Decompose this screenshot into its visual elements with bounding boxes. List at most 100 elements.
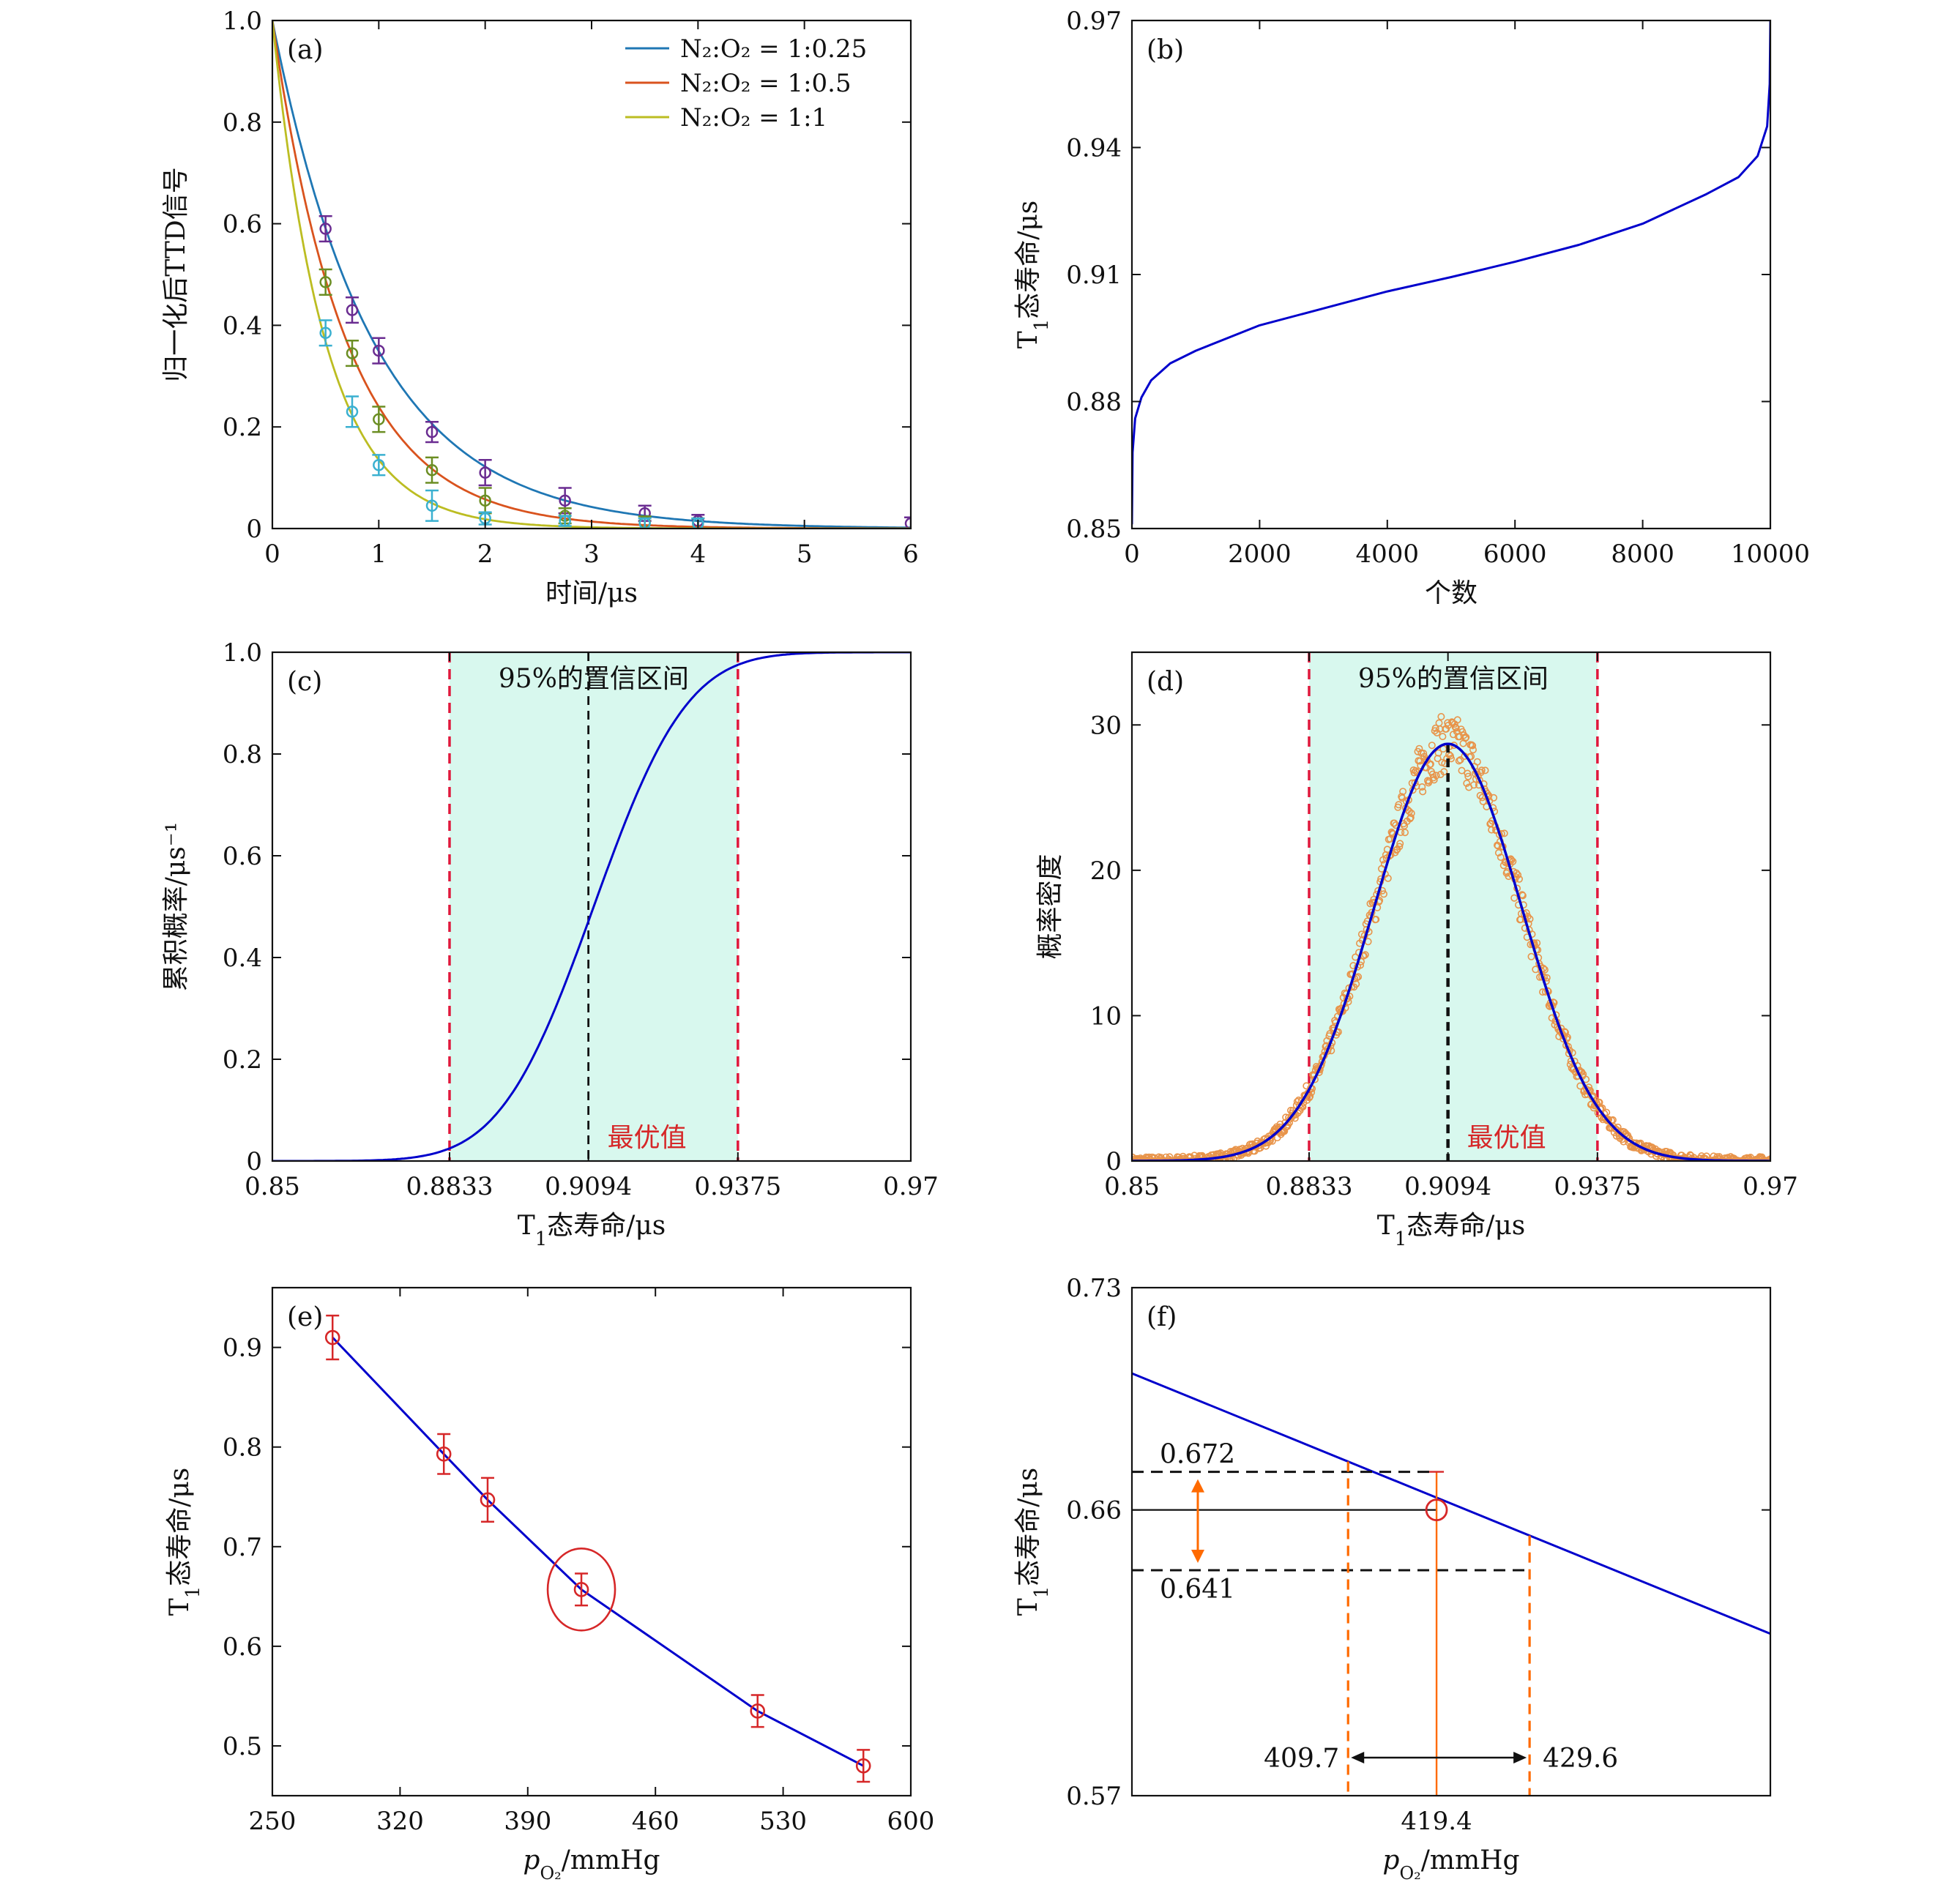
density-sample-point — [1303, 1082, 1311, 1090]
x-axis-label: T1态寿命/μs — [1377, 1211, 1526, 1250]
data-point — [346, 304, 359, 316]
density-sample-point — [1390, 819, 1398, 827]
panel-f: 0.57 0.66 0.73 (f) 0.672 0.641 409.7 429.6 419.4… — [1013, 1274, 1772, 1884]
y-tick-label: 20 — [1090, 856, 1122, 886]
data-point — [559, 515, 571, 527]
density-sample-point — [1519, 892, 1527, 900]
density-sample-point — [1380, 890, 1388, 898]
density-sample-point — [1453, 716, 1461, 724]
panel-c: 0.85 0.8833 0.9094 0.9375 0.97 0 0.2 0.4 0.6 0.8 1… — [161, 638, 939, 1250]
density-sample-point — [1473, 758, 1481, 766]
y-tick-label: 0.6 — [223, 1632, 262, 1662]
density-sample-point — [1276, 1120, 1284, 1128]
density-sample-point — [1355, 973, 1363, 981]
y-tick-label: 0 — [246, 1147, 262, 1176]
density-sample-point — [1410, 769, 1418, 777]
density-sample-point — [1513, 869, 1521, 877]
density-sample-point — [1420, 750, 1428, 758]
density-sample-point — [1412, 767, 1420, 775]
y-tick-label: 0.66 — [1066, 1496, 1122, 1526]
density-sample-point — [1434, 755, 1442, 763]
plot-area — [272, 652, 911, 1161]
ci-annotation: 95%的置信区间 — [1358, 664, 1549, 694]
x-tick-label: 0.97 — [1743, 1172, 1798, 1201]
y-tick-label: 0.9 — [223, 1334, 262, 1363]
density-sample-point — [1418, 783, 1426, 791]
panel-label: (a) — [287, 35, 324, 65]
density-sample-point — [1478, 766, 1486, 774]
density-sample-point — [1463, 780, 1471, 788]
panel-a: 0 1 2 3 4 5 6 0 0.2 0.4 0.6 0.8 1.0 (a) 时间/μs 归一化后TTD信号… — [161, 7, 919, 608]
data-point — [425, 499, 439, 512]
density-sample-point — [1540, 966, 1549, 974]
data-point — [319, 223, 332, 235]
density-sample-point — [1458, 766, 1466, 774]
data-point — [573, 1582, 589, 1597]
arrow-head-down — [1191, 1550, 1204, 1564]
x-axis-label: T1态寿命/μs — [518, 1211, 666, 1250]
x-tick-label: 390 — [504, 1807, 551, 1836]
x-tick-label: 2 — [477, 540, 493, 569]
density-sample-point — [1384, 874, 1392, 882]
density-sample-point — [1464, 772, 1472, 780]
y-tick-label: 0.6 — [223, 210, 262, 239]
x-tick-label: 460 — [632, 1807, 679, 1836]
x-tick-label: 8000 — [1611, 540, 1674, 569]
arrow-head-right — [1513, 1752, 1527, 1763]
x-axis-label: 时间/μs — [545, 578, 638, 608]
x-tick-label: 0.85 — [245, 1172, 300, 1201]
ci-annotation: 95%的置信区间 — [499, 664, 689, 694]
density-sample-point — [1141, 1157, 1149, 1161]
y-tick-label: 0.4 — [223, 944, 262, 973]
x-tick-label: 4000 — [1356, 540, 1420, 569]
center-point — [1425, 1498, 1448, 1522]
fit-line — [332, 1336, 864, 1767]
plot-frame — [1130, 1286, 1772, 1797]
data-point — [346, 406, 359, 418]
density-sample-point — [1401, 829, 1409, 837]
legend-entry: N₂:O₂ = 1:1 — [680, 103, 827, 132]
x-tick-label: 0.8833 — [406, 1172, 493, 1201]
density-sample-point — [1406, 813, 1415, 821]
legend-entry: N₂:O₂ = 1:0.5 — [680, 69, 852, 98]
panel-label: (f) — [1147, 1302, 1177, 1332]
data-point — [692, 517, 704, 529]
density-sample-point — [1396, 840, 1404, 848]
density-sample-point — [1481, 766, 1489, 774]
density-sample-point — [1468, 741, 1476, 749]
fit-line — [1132, 1372, 1770, 1635]
y-axis-label: T1态寿命/μs — [165, 1468, 204, 1616]
y-axis-label: T1态寿命/μs — [1013, 1468, 1053, 1616]
density-sample-point — [1660, 1156, 1668, 1161]
y-tick-label: 0.91 — [1066, 261, 1122, 290]
density-sample-point — [1407, 810, 1415, 818]
density-sample-point — [1526, 915, 1534, 923]
optimal-annotation: 最优值 — [1467, 1123, 1546, 1153]
highlight-circle — [546, 1548, 616, 1632]
x-tick-label: 0.97 — [883, 1172, 939, 1201]
center-x-label: 419.4 — [1401, 1807, 1472, 1836]
x-tick-label: 250 — [249, 1807, 297, 1836]
y-tick-label: 0.5 — [223, 1732, 262, 1761]
plot-frame — [1130, 651, 1772, 1162]
y-tick-label: 0.57 — [1066, 1782, 1122, 1811]
x-axis-label: pO₂/mmHg — [1382, 1845, 1519, 1884]
density-sample-point — [1434, 749, 1442, 757]
density-sample-point — [1464, 769, 1472, 777]
x-tick-label: 6000 — [1483, 540, 1547, 569]
density-sample-point — [1372, 916, 1380, 924]
y-tick-label: 0.2 — [223, 1045, 262, 1075]
density-sample-point — [1467, 753, 1475, 761]
density-sample-point — [1603, 1108, 1611, 1116]
density-sample-point — [1476, 791, 1484, 799]
x-tick-label: 0.9375 — [694, 1172, 781, 1201]
x-tick-label: 2000 — [1228, 540, 1292, 569]
x-tick-label: 600 — [887, 1807, 935, 1836]
y-tick-label: 0.94 — [1066, 134, 1122, 163]
data-point — [750, 1703, 766, 1719]
x-tick-label: 3 — [584, 540, 600, 569]
x-tick-label: 0.9094 — [545, 1172, 632, 1201]
density-sample-point — [1604, 1116, 1612, 1124]
density-sample-point — [1439, 733, 1447, 741]
density-sample-point — [1399, 788, 1407, 796]
